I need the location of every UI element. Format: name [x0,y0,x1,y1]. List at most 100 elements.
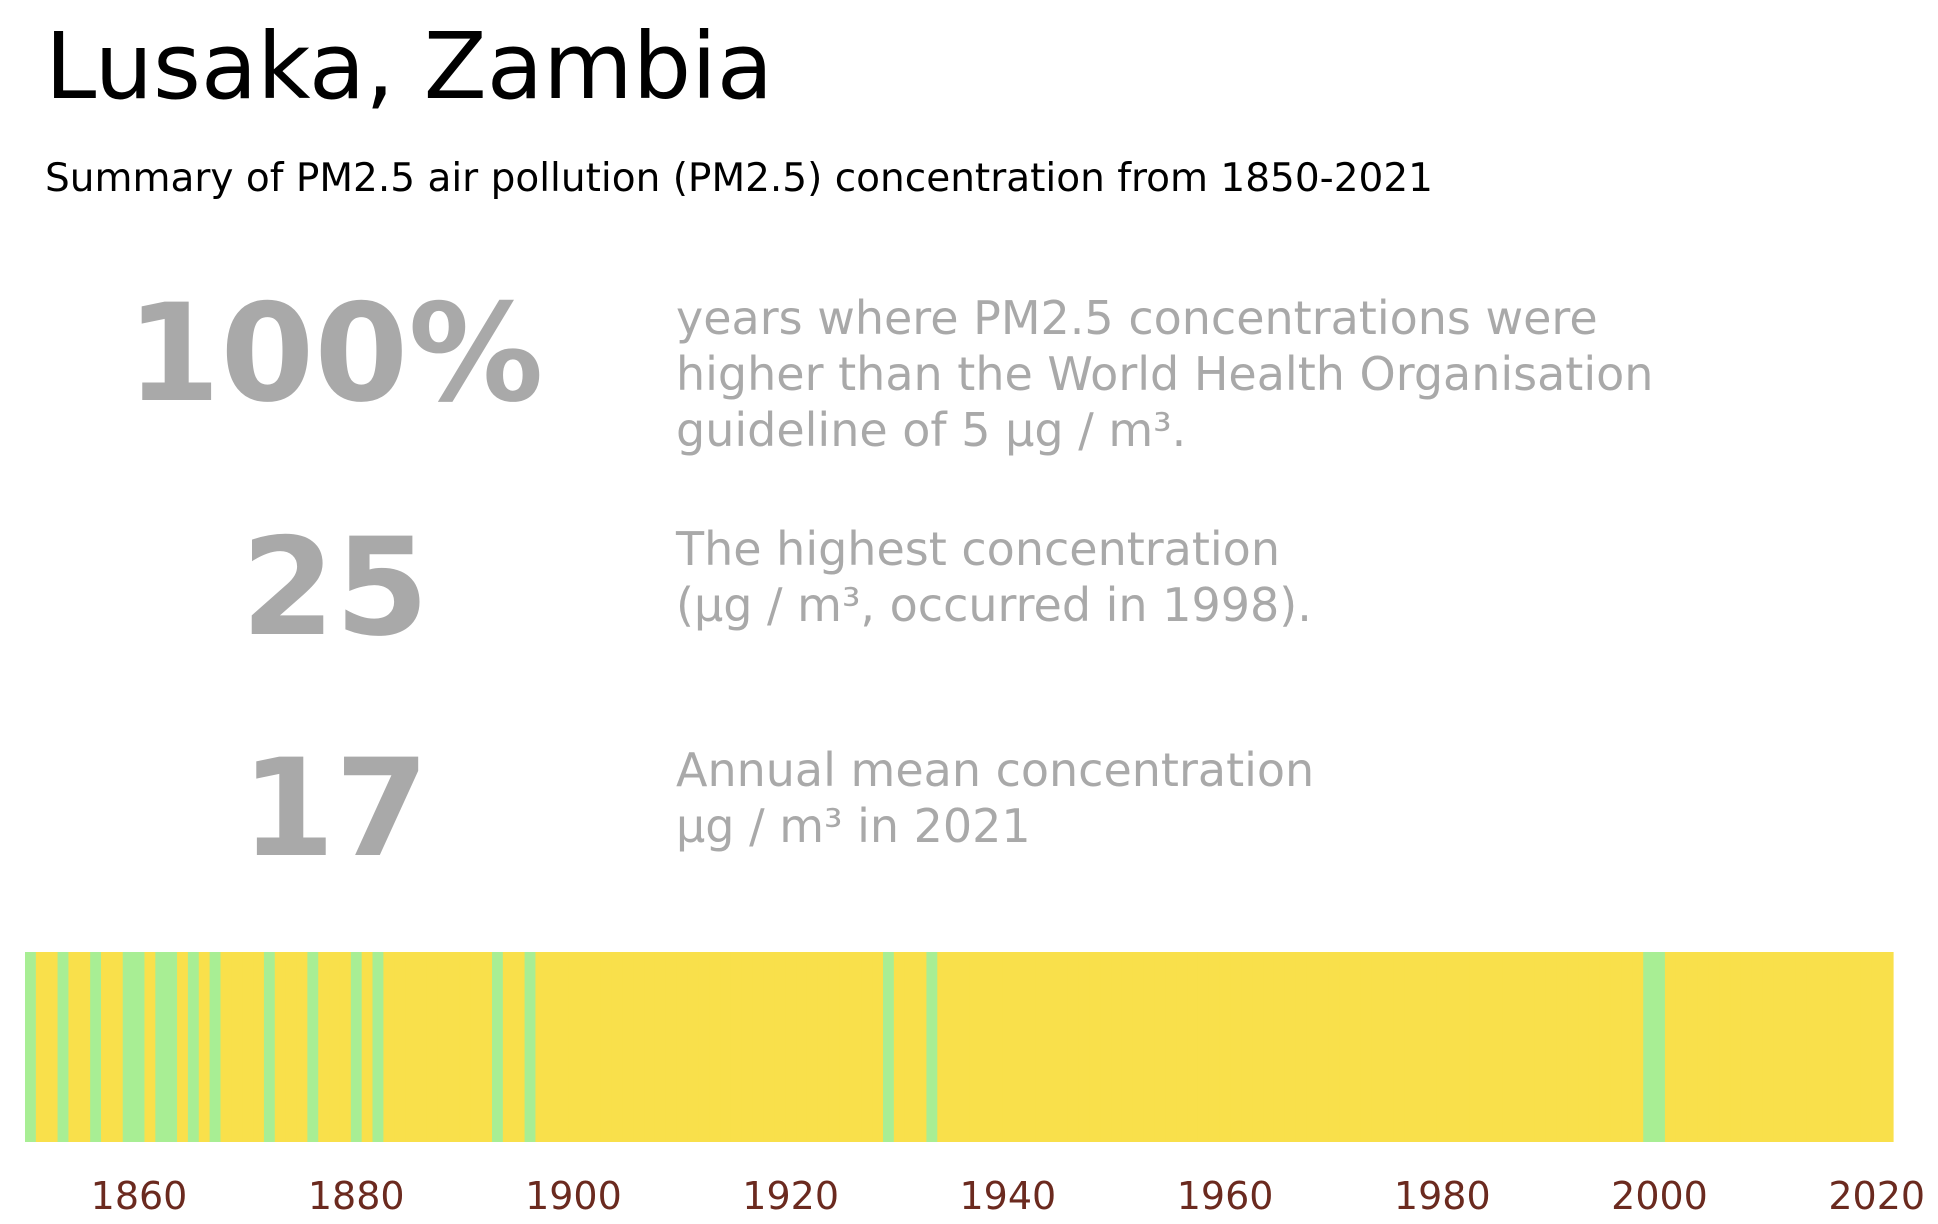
x-tick-label: 2020 [1828,1174,1925,1218]
stripe-1951 [1121,952,1134,1142]
stripe-1867 [209,952,222,1142]
stripe-1898 [546,952,558,1142]
stripe-1861 [144,952,156,1142]
stripe-1968 [1306,952,1318,1142]
stripe-1993 [1578,952,1590,1142]
stripe-1995 [1599,952,1612,1142]
stripe-1865 [187,952,200,1142]
stripe-1969 [1317,952,1329,1142]
stripe-1997 [1621,952,1633,1142]
stripe-1896 [524,952,537,1142]
x-tick-label: 1860 [91,1174,188,1218]
stripe-1913 [709,952,721,1142]
stripe-1876 [307,952,319,1142]
x-tick-label: 1900 [525,1174,622,1218]
stripe-1871 [253,952,265,1142]
stripe-1892 [481,952,493,1142]
stripe-1924 [828,952,841,1142]
stripe-1944 [1045,952,1058,1142]
stripe-1938 [980,952,993,1142]
stripe-2019 [1860,952,1872,1142]
stat-desc-line: Annual mean concentration [676,743,1315,797]
stripe-2013 [1795,952,1807,1142]
stripe-2000 [1654,952,1666,1142]
stat-desc-line: µg / m³ in 2021 [676,799,1031,853]
stripe-1959 [1208,952,1221,1142]
stripe-1864 [177,952,189,1142]
stripe-1948 [1089,952,1101,1142]
stripe-2004 [1697,952,1709,1142]
stripe-1859 [122,952,135,1142]
stripe-1933 [926,952,938,1142]
stripe-1970 [1328,952,1340,1142]
stripe-1950 [1111,952,1123,1142]
x-tick-label: 1880 [308,1174,405,1218]
stripe-1923 [817,952,830,1142]
stripe-1987 [1512,952,1525,1142]
stripe-1992 [1567,952,1579,1142]
stripe-1943 [1035,952,1047,1142]
stripe-1946 [1067,952,1080,1142]
stripe-1888 [437,952,450,1142]
stat-value-exceedance: 100% [126,275,544,432]
stripe-1885 [405,952,417,1142]
stripe-1932 [915,952,928,1142]
stripe-1881 [361,952,374,1142]
stripe-1927 [861,952,873,1142]
stripe-1929 [882,952,895,1142]
stripe-1900 [568,952,580,1142]
stripe-2020 [1871,952,1883,1142]
stripe-1878 [329,952,341,1142]
stripe-1879 [339,952,352,1142]
stripe-1986 [1502,952,1514,1142]
stripe-1978 [1415,952,1427,1142]
stripe-1963 [1252,952,1264,1142]
stripe-1917 [752,952,765,1142]
stripe-1873 [274,952,287,1142]
stripe-1903 [600,952,613,1142]
x-tick-label: 2000 [1611,1174,1708,1218]
stripe-2010 [1762,952,1775,1142]
stripe-1851 [35,952,48,1142]
stat-desc-highest: The highest concentration (µg / m³, occu… [676,521,1312,633]
stripe-2017 [1838,952,1851,1142]
stripe-1872 [263,952,276,1142]
stripe-1962 [1241,952,1253,1142]
stripe-1985 [1491,952,1503,1142]
stripe-1979 [1426,952,1438,1142]
stripe-1976 [1393,952,1405,1142]
stripe-2001 [1664,952,1677,1142]
stripe-1964 [1263,952,1275,1142]
stripe-1930 [893,952,906,1142]
stripe-1908 [654,952,667,1142]
stripe-1868 [220,952,232,1142]
stripe-2002 [1675,952,1688,1142]
stripe-1894 [502,952,515,1142]
stripe-1983 [1469,952,1481,1142]
stripe-1926 [850,952,862,1142]
stripe-1996 [1610,952,1623,1142]
stripe-1955 [1165,952,1177,1142]
stripe-1961 [1230,952,1242,1142]
stripe-1906 [633,952,645,1142]
stripe-1914 [720,952,732,1142]
stripe-1875 [296,952,308,1142]
stripe-1911 [687,952,699,1142]
stripe-1905 [622,952,634,1142]
stripe-1925 [839,952,851,1142]
stripe-1972 [1349,952,1362,1142]
stat-desc-annual-mean: Annual mean concentration µg / m³ in 202… [676,742,1314,854]
stripe-1912 [698,952,710,1142]
stripe-1942 [1024,952,1036,1142]
stripe-1858 [111,952,124,1142]
stripe-1928 [872,952,884,1142]
stripe-1884 [394,952,406,1142]
stripe-1934 [937,952,949,1142]
stat-desc-line: years where PM2.5 concentrations were [676,291,1598,345]
stripe-2007 [1730,952,1742,1142]
stripe-2015 [1816,952,1829,1142]
stripe-1994 [1588,952,1601,1142]
stripe-2011 [1773,952,1785,1142]
stripe-1988 [1523,952,1536,1142]
x-tick-label: 1960 [1177,1174,1274,1218]
